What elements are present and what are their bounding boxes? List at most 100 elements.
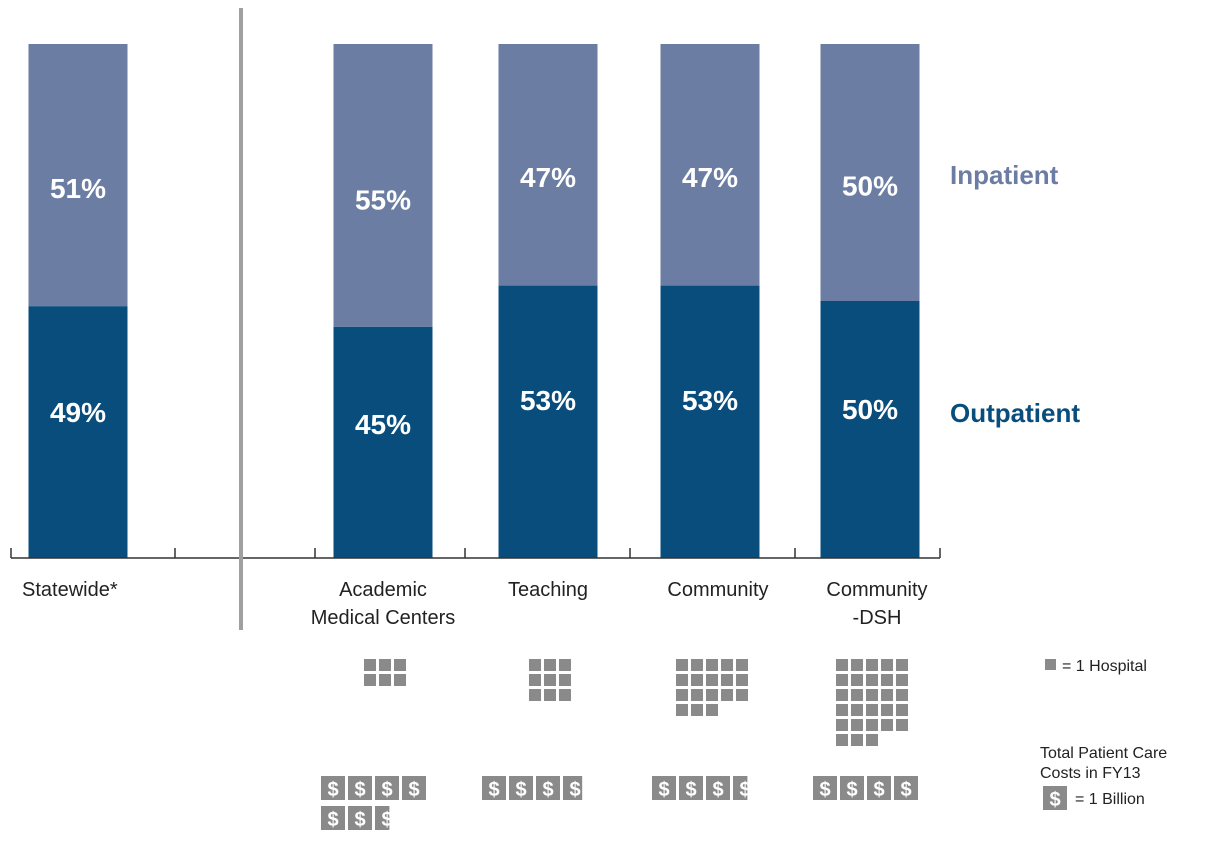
dollar-symbol: $ — [542, 779, 553, 801]
hospital-square-icon — [544, 674, 556, 686]
dollar-icon: $ — [563, 776, 583, 800]
data-label-inpatient: 55% — [355, 184, 411, 215]
bars-layer: 49% 51% 45% 55% 53% 47% 53% 47% 50% 50% — [28, 44, 920, 558]
dollar-symbol: $ — [900, 779, 911, 801]
hospital-square-icon — [529, 689, 541, 701]
dollar-box — [894, 776, 918, 800]
hospital-square-icon — [881, 689, 893, 701]
dollar-box — [348, 776, 372, 800]
dollar-symbol: $ — [658, 779, 669, 801]
hospital-square-icon — [836, 659, 848, 671]
dollar-box — [563, 776, 583, 800]
data-label-outpatient: 45% — [355, 409, 411, 440]
dollar-symbol: $ — [381, 779, 392, 801]
dollar-icon: $ — [482, 776, 506, 801]
dollar-icon: $ — [894, 776, 918, 801]
hospital-square-icon — [851, 704, 863, 716]
bar-outpatient — [820, 301, 920, 558]
category-label-line: Medical Centers — [311, 607, 456, 629]
dollar-box — [679, 776, 703, 800]
hospital-square-icon — [866, 674, 878, 686]
dollar-box — [321, 806, 345, 830]
cost-key-label: = 1 Billion — [1075, 791, 1145, 808]
dollar-symbol: $ — [488, 779, 499, 801]
hospital-square-icon — [866, 719, 878, 731]
dollar-symbol: $ — [354, 809, 365, 831]
hospital-square-icon — [676, 689, 688, 701]
legend-inpatient: Inpatient — [950, 160, 1059, 190]
dollar-symbol: $ — [327, 779, 338, 801]
dollar-symbol: $ — [846, 779, 857, 801]
dollar-box — [652, 776, 676, 800]
data-label-outpatient: 49% — [50, 397, 106, 428]
hospital-square-icon — [676, 674, 688, 686]
hospital-square-icon — [836, 689, 848, 701]
dollar-box — [733, 776, 748, 800]
hospital-key: = 1 Hospital — [1045, 658, 1147, 675]
hospital-square-icon — [706, 674, 718, 686]
hospital-square-icon — [896, 719, 908, 731]
hospital-square-icon — [706, 689, 718, 701]
bar-outpatient — [498, 285, 598, 558]
hospital-square-icon — [529, 659, 541, 671]
dollar-icon: $ — [840, 776, 864, 801]
dollar-symbol: $ — [327, 809, 338, 831]
dollar-icon: $ — [733, 776, 748, 800]
dollar-icon: $ — [536, 776, 560, 801]
cost-icons: $ $ $ $ $ $ $ $ $ $ $ $ $ $ $ $ $ $ $ — [321, 776, 918, 831]
category-label-line: Community — [826, 579, 927, 601]
bar-outpatient — [28, 306, 128, 558]
data-label-inpatient: 47% — [520, 162, 576, 193]
bar-inpatient — [498, 44, 598, 286]
data-label-outpatient: 50% — [842, 394, 898, 425]
hospital-square-icon — [364, 674, 376, 686]
category-labels: Statewide* Academic Medical Centers Teachin… — [22, 579, 928, 629]
dollar-icon: $ — [679, 776, 703, 801]
hospital-square-icon — [851, 659, 863, 671]
dollar-symbol: $ — [381, 809, 392, 831]
hospital-square-icon — [691, 689, 703, 701]
hospital-square-icon — [736, 674, 748, 686]
dollar-box — [867, 776, 891, 800]
hospital-square-icon — [559, 659, 571, 671]
hospital-key-label: = 1 Hospital — [1062, 658, 1147, 675]
hospital-square-icon — [706, 659, 718, 671]
bar-inpatient — [820, 44, 920, 301]
hospital-square-icon — [736, 659, 748, 671]
dollar-box — [536, 776, 560, 800]
category-label: Teaching — [508, 579, 588, 601]
hospital-square-icon — [691, 704, 703, 716]
hospital-icons — [364, 659, 908, 746]
dollar-box — [813, 776, 837, 800]
bar-outpatient — [660, 285, 760, 558]
dollar-box — [402, 776, 426, 800]
dollar-symbol: $ — [354, 779, 365, 801]
hospital-square-icon — [896, 704, 908, 716]
dollar-box — [509, 776, 533, 800]
cost-key-title-1: Total Patient Care — [1040, 745, 1167, 762]
hospital-square-icon — [836, 719, 848, 731]
dollar-box — [375, 806, 390, 830]
bar-inpatient — [28, 44, 128, 307]
category-label: Community -DSH — [826, 579, 927, 629]
dollar-symbol: $ — [685, 779, 696, 801]
hospital-square-icon — [881, 704, 893, 716]
dollar-icon: $ — [509, 776, 533, 800]
hospital-square-icon — [676, 704, 688, 716]
hospital-square-icon — [529, 674, 541, 686]
hospital-square-icon — [836, 674, 848, 686]
dollar-icon: $ — [321, 806, 345, 831]
data-label-inpatient: 50% — [842, 170, 898, 201]
hospital-square-icon — [721, 674, 733, 686]
dollar-icon: $ — [867, 776, 891, 801]
dollar-icon: $ — [813, 776, 837, 800]
hospital-square-icon — [721, 659, 733, 671]
cost-key: Total Patient Care Costs in FY13 $ = 1 B… — [1040, 745, 1167, 811]
bar-outpatient — [333, 326, 433, 558]
hospital-square-icon — [379, 659, 391, 671]
dollar-key-symbol: $ — [1049, 789, 1060, 811]
hospital-square-icon — [851, 719, 863, 731]
dollar-symbol: $ — [873, 779, 884, 801]
dollar-box — [482, 776, 506, 800]
hospital-square-icon — [691, 659, 703, 671]
